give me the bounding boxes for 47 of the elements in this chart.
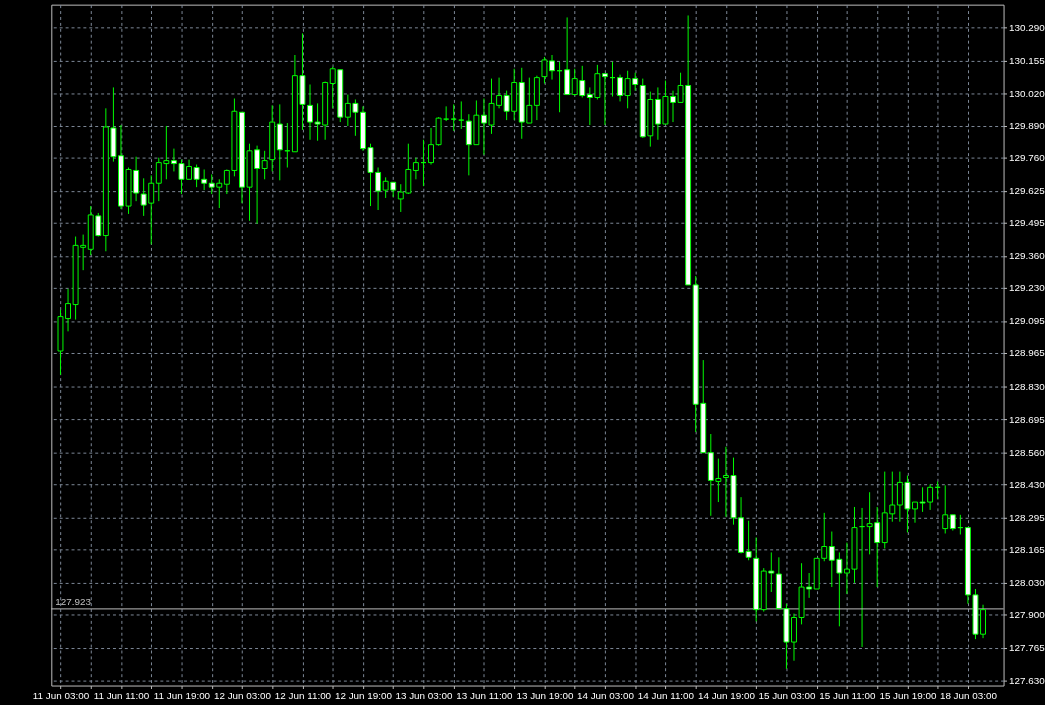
candlestick — [458, 100, 465, 130]
candlestick — [617, 74, 624, 102]
y-tick-label: 127.630 — [1008, 675, 1045, 687]
y-tick-label: 128.030 — [1008, 577, 1045, 589]
candlestick — [942, 484, 949, 534]
y-tick-label: 129.495 — [1008, 217, 1045, 229]
x-tick-label: 11 Jun 03:00 — [32, 689, 90, 701]
y-tick-label: 128.560 — [1008, 446, 1045, 458]
x-tick-label: 11 Jun 19:00 — [153, 689, 211, 701]
candlestick — [261, 150, 268, 180]
y-tick-label: 129.760 — [1008, 152, 1045, 164]
x-tick-label: 11 Jun 11:00 — [93, 689, 150, 701]
y-tick-label: 129.360 — [1008, 250, 1045, 262]
y-tick-label: 130.290 — [1008, 21, 1045, 33]
x-tick-label: 12 Jun 11:00 — [274, 689, 332, 701]
y-tick-label: 129.625 — [1008, 185, 1045, 197]
y-tick-label: 128.695 — [1008, 413, 1045, 425]
x-tick-label: 12 Jun 03:00 — [213, 689, 272, 701]
y-tick-label: 129.890 — [1008, 120, 1045, 132]
y-tick-label: 127.900 — [1008, 609, 1045, 621]
y-tick-label: 130.155 — [1008, 55, 1045, 67]
x-tick-label: 14 Jun 19:00 — [697, 689, 756, 701]
x-tick-label: 14 Jun 03:00 — [576, 689, 635, 701]
x-tick-label: 13 Jun 19:00 — [516, 689, 574, 701]
candlestick — [412, 157, 419, 180]
x-tick-label: 14 Jun 11:00 — [637, 689, 695, 701]
x-tick-label: 13 Jun 03:00 — [395, 689, 453, 701]
candlestick — [745, 520, 752, 561]
candlestick — [443, 105, 450, 122]
y-tick-label: 128.830 — [1008, 380, 1045, 392]
y-tick-label: 129.095 — [1008, 315, 1045, 327]
candlestick — [450, 103, 457, 132]
x-tick-label: 15 Jun 19:00 — [879, 689, 937, 701]
x-tick-label: 15 Jun 11:00 — [819, 689, 877, 701]
x-tick-label: 18 Jun 03:00 — [939, 689, 998, 701]
x-tick-label: 12 Jun 19:00 — [334, 689, 393, 701]
y-tick-label: 127.765 — [1008, 642, 1045, 654]
candlestick — [601, 73, 608, 126]
x-tick-label: 15 Jun 03:00 — [758, 689, 816, 701]
y-tick-label: 128.295 — [1008, 511, 1045, 523]
y-tick-label: 129.230 — [1008, 282, 1045, 294]
y-tick-label: 128.430 — [1008, 478, 1045, 490]
y-tick-label: 128.165 — [1008, 543, 1045, 555]
x-tick-label: 13 Jun 11:00 — [456, 689, 514, 701]
y-tick-label: 130.020 — [1008, 88, 1045, 100]
ref-line-label: 127.923 — [55, 595, 92, 607]
y-tick-label: 128.965 — [1008, 347, 1045, 359]
